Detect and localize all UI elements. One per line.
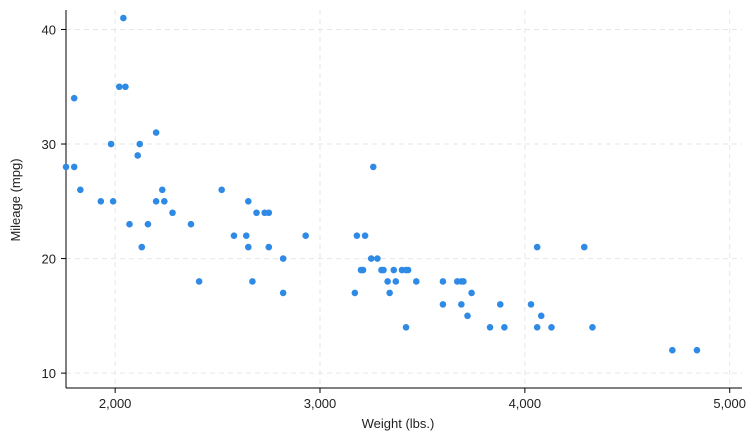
data-point [195, 278, 203, 285]
data-point [369, 163, 377, 171]
data-point [107, 140, 115, 148]
data-point [249, 278, 256, 285]
data-point [533, 323, 541, 331]
y-tick-label: 30 [42, 137, 56, 152]
data-points [62, 14, 701, 354]
data-point [302, 232, 309, 239]
axes [61, 10, 742, 393]
data-point [367, 255, 375, 262]
data-point [527, 301, 535, 308]
data-point [458, 301, 465, 308]
data-point [548, 323, 555, 331]
data-point [115, 83, 123, 91]
data-point [693, 346, 701, 354]
data-point [384, 278, 391, 285]
data-point [161, 197, 168, 205]
data-point [464, 312, 471, 320]
data-point [386, 289, 393, 297]
data-point [439, 301, 447, 308]
y-axis-label: Mileage (mpg) [8, 158, 23, 241]
data-point [70, 94, 78, 102]
data-point [230, 232, 238, 239]
data-point [158, 186, 166, 194]
y-tick-label: 20 [42, 252, 56, 267]
data-point [120, 14, 127, 22]
tick-labels: 2,000 3,000 4,000 5,000 10 20 30 40 [42, 22, 746, 411]
data-point [468, 289, 475, 297]
data-point [109, 197, 117, 205]
data-point [589, 323, 596, 331]
data-point [169, 209, 176, 217]
data-point [126, 220, 133, 228]
data-point [501, 323, 508, 331]
data-point [144, 220, 152, 228]
data-point [359, 266, 367, 274]
x-tick-label: 5,000 [713, 396, 746, 411]
data-point [138, 243, 146, 251]
data-point [402, 323, 410, 331]
data-point [218, 186, 225, 194]
data-point [152, 197, 160, 205]
data-point [496, 301, 504, 308]
data-point [279, 255, 287, 262]
data-point [136, 140, 144, 148]
data-point [122, 83, 129, 91]
data-point [253, 209, 260, 217]
x-axis-label: Weight (lbs.) [362, 416, 435, 431]
data-point [374, 255, 381, 262]
data-point [439, 278, 447, 285]
data-point [97, 197, 105, 205]
data-point [486, 323, 494, 331]
data-point [62, 163, 70, 171]
data-point [390, 266, 398, 274]
data-point [537, 312, 545, 320]
data-point [77, 186, 84, 194]
data-point [392, 278, 400, 285]
data-point [187, 220, 195, 228]
y-tick-label: 10 [42, 366, 56, 381]
data-point [242, 232, 250, 239]
data-point [404, 266, 412, 274]
data-point [533, 243, 541, 251]
data-point [245, 243, 252, 251]
data-point [134, 152, 141, 159]
data-point [353, 232, 361, 239]
data-point [412, 278, 420, 285]
data-point [245, 197, 252, 205]
data-point [279, 289, 287, 297]
data-point [70, 163, 78, 171]
data-point [669, 346, 676, 354]
data-point [580, 243, 588, 251]
data-point [380, 266, 387, 274]
y-tick-label: 40 [42, 22, 56, 37]
data-point [351, 289, 359, 297]
data-point [152, 129, 160, 136]
x-tick-label: 4,000 [509, 396, 542, 411]
data-point [361, 232, 369, 239]
x-tick-label: 3,000 [304, 396, 337, 411]
data-point [265, 209, 273, 217]
grid [66, 10, 742, 388]
data-point [265, 243, 273, 251]
data-point [460, 278, 467, 285]
x-tick-label: 2,000 [99, 396, 132, 411]
